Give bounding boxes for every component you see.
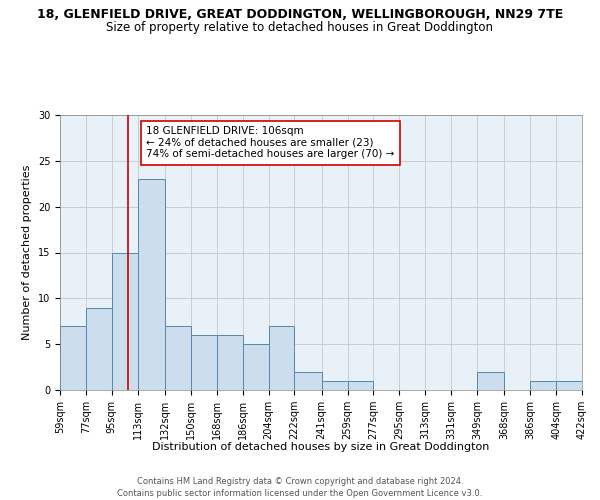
Text: 18 GLENFIELD DRIVE: 106sqm
← 24% of detached houses are smaller (23)
74% of semi: 18 GLENFIELD DRIVE: 106sqm ← 24% of deta…: [146, 126, 394, 160]
Text: Size of property relative to detached houses in Great Doddington: Size of property relative to detached ho…: [107, 21, 493, 34]
Bar: [347, 381, 373, 390]
Text: Distribution of detached houses by size in Great Doddington: Distribution of detached houses by size …: [152, 442, 490, 452]
Bar: [165, 326, 191, 390]
Bar: [86, 308, 112, 390]
Text: Contains HM Land Registry data © Crown copyright and database right 2024.: Contains HM Land Registry data © Crown c…: [137, 478, 463, 486]
Bar: [530, 381, 556, 390]
Bar: [112, 252, 137, 390]
Bar: [295, 372, 322, 390]
Bar: [322, 381, 347, 390]
Text: Contains public sector information licensed under the Open Government Licence v3: Contains public sector information licen…: [118, 489, 482, 498]
Bar: [269, 326, 295, 390]
Text: 18, GLENFIELD DRIVE, GREAT DODDINGTON, WELLINGBOROUGH, NN29 7TE: 18, GLENFIELD DRIVE, GREAT DODDINGTON, W…: [37, 8, 563, 20]
Y-axis label: Number of detached properties: Number of detached properties: [22, 165, 32, 340]
Bar: [137, 179, 165, 390]
Bar: [242, 344, 269, 390]
Bar: [477, 372, 505, 390]
Bar: [60, 326, 86, 390]
Bar: [556, 381, 582, 390]
Bar: [191, 335, 217, 390]
Bar: [217, 335, 242, 390]
